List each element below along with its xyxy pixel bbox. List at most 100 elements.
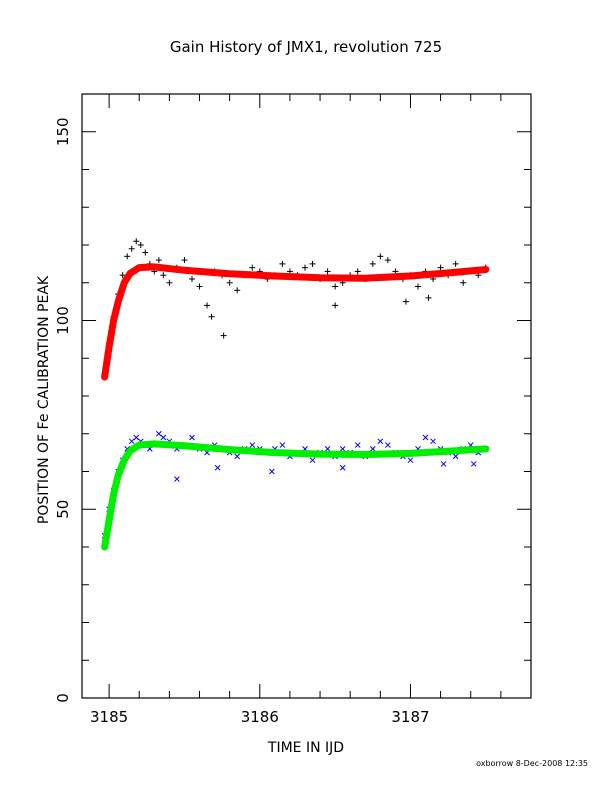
plus-point: [142, 249, 149, 256]
plot-frame: [81, 93, 532, 699]
plus-point: [354, 268, 361, 275]
point-stroke: [440, 461, 447, 467]
footer-stamp: oxborrow 8-Dec-2008 12:35: [476, 759, 588, 768]
plus-point: [133, 238, 140, 245]
point-stroke: [407, 457, 414, 464]
y-axis-label: POSITION OF Fe CALIBRATION PEAK: [36, 275, 52, 524]
point-stroke: [324, 445, 331, 452]
plus-point: [208, 313, 215, 320]
plus-point: [414, 283, 421, 290]
plus-point: [324, 268, 331, 275]
point-stroke: [124, 445, 131, 452]
plus-point: [279, 260, 286, 267]
point-stroke: [155, 430, 162, 437]
point-stroke: [354, 442, 361, 448]
cross-point: [354, 442, 361, 448]
data-marks: [101, 238, 490, 551]
cross-point: [369, 445, 376, 452]
plus-point: [402, 298, 409, 305]
x-axis-label: TIME IN IJD: [267, 740, 344, 756]
plus-point: [128, 245, 135, 252]
cross-point: [279, 442, 286, 448]
point-stroke: [377, 438, 384, 445]
cross-point: [234, 453, 241, 460]
y-tick-label: 50: [54, 500, 72, 519]
point-stroke: [160, 434, 167, 441]
plus-point: [166, 279, 173, 286]
x-tick-label: 3186: [241, 708, 279, 726]
point-stroke: [133, 434, 140, 441]
plus-point: [234, 287, 241, 294]
plus-point: [452, 260, 459, 267]
plus-point: [301, 264, 308, 271]
point-stroke: [369, 445, 376, 452]
plus-point: [437, 264, 444, 271]
plus-point: [377, 253, 384, 260]
cross-point: [339, 464, 346, 471]
point-stroke: [249, 442, 256, 448]
plus-point: [249, 264, 256, 271]
cross-point: [249, 442, 256, 448]
y-tick-label: 150: [54, 117, 72, 146]
axis-ticks: 0 50 100 150 3185 3186 3187: [54, 93, 532, 726]
plus-point: [460, 279, 467, 286]
cross-point: [440, 461, 447, 467]
plus-point: [204, 302, 211, 309]
cross-point: [385, 442, 391, 448]
point-stroke: [430, 438, 436, 445]
x-tick-label: 3185: [90, 708, 128, 726]
point-stroke: [385, 442, 391, 448]
cross-point: [160, 434, 167, 441]
cross-point: [407, 457, 414, 464]
plus-point: [309, 260, 316, 267]
cross-point: [377, 438, 384, 445]
plus-point: [220, 332, 227, 339]
plus-point: [332, 302, 339, 309]
plus-point: [124, 253, 131, 260]
fit-curve: [101, 440, 490, 551]
plus-point: [332, 283, 339, 290]
point-stroke: [339, 464, 346, 471]
point-stroke: [174, 476, 180, 482]
plus-point: [188, 275, 195, 282]
point-stroke: [452, 453, 459, 460]
plus-point: [226, 279, 233, 286]
x-tick-label: 3187: [391, 708, 429, 726]
cross-point: [324, 445, 331, 452]
cross-point: [422, 434, 429, 441]
chart-title: Gain History of JMX1, revolution 725: [170, 38, 442, 56]
point-stroke: [309, 457, 316, 464]
point-stroke: [268, 468, 275, 475]
cross-point: [128, 438, 135, 445]
cross-point: [452, 453, 459, 460]
point-stroke: [189, 434, 195, 441]
cross-point: [133, 434, 140, 441]
point-stroke: [279, 442, 286, 448]
cross-point: [430, 438, 436, 445]
y-tick-label: 0: [54, 693, 72, 703]
cross-point: [174, 476, 180, 482]
plus-point: [425, 294, 432, 301]
point-stroke: [470, 461, 477, 467]
plus-point: [384, 257, 391, 264]
cross-point: [339, 445, 346, 452]
cross-point: [470, 461, 477, 467]
point-stroke: [214, 464, 221, 471]
plus-point: [155, 257, 162, 264]
point-stroke: [339, 445, 346, 452]
y-tick-label: 100: [54, 306, 72, 335]
cross-point: [155, 430, 162, 437]
point-stroke: [234, 453, 241, 460]
plus-point: [119, 272, 126, 279]
plus-point: [160, 272, 167, 279]
cross-point: [309, 457, 316, 464]
point-stroke: [128, 438, 135, 445]
fit-curve: [101, 263, 490, 381]
cross-point: [268, 468, 275, 475]
plus-point: [196, 283, 203, 290]
cross-point: [214, 464, 221, 471]
plus-point: [369, 260, 376, 267]
plus-point: [181, 257, 188, 264]
plus-point: [137, 242, 144, 248]
